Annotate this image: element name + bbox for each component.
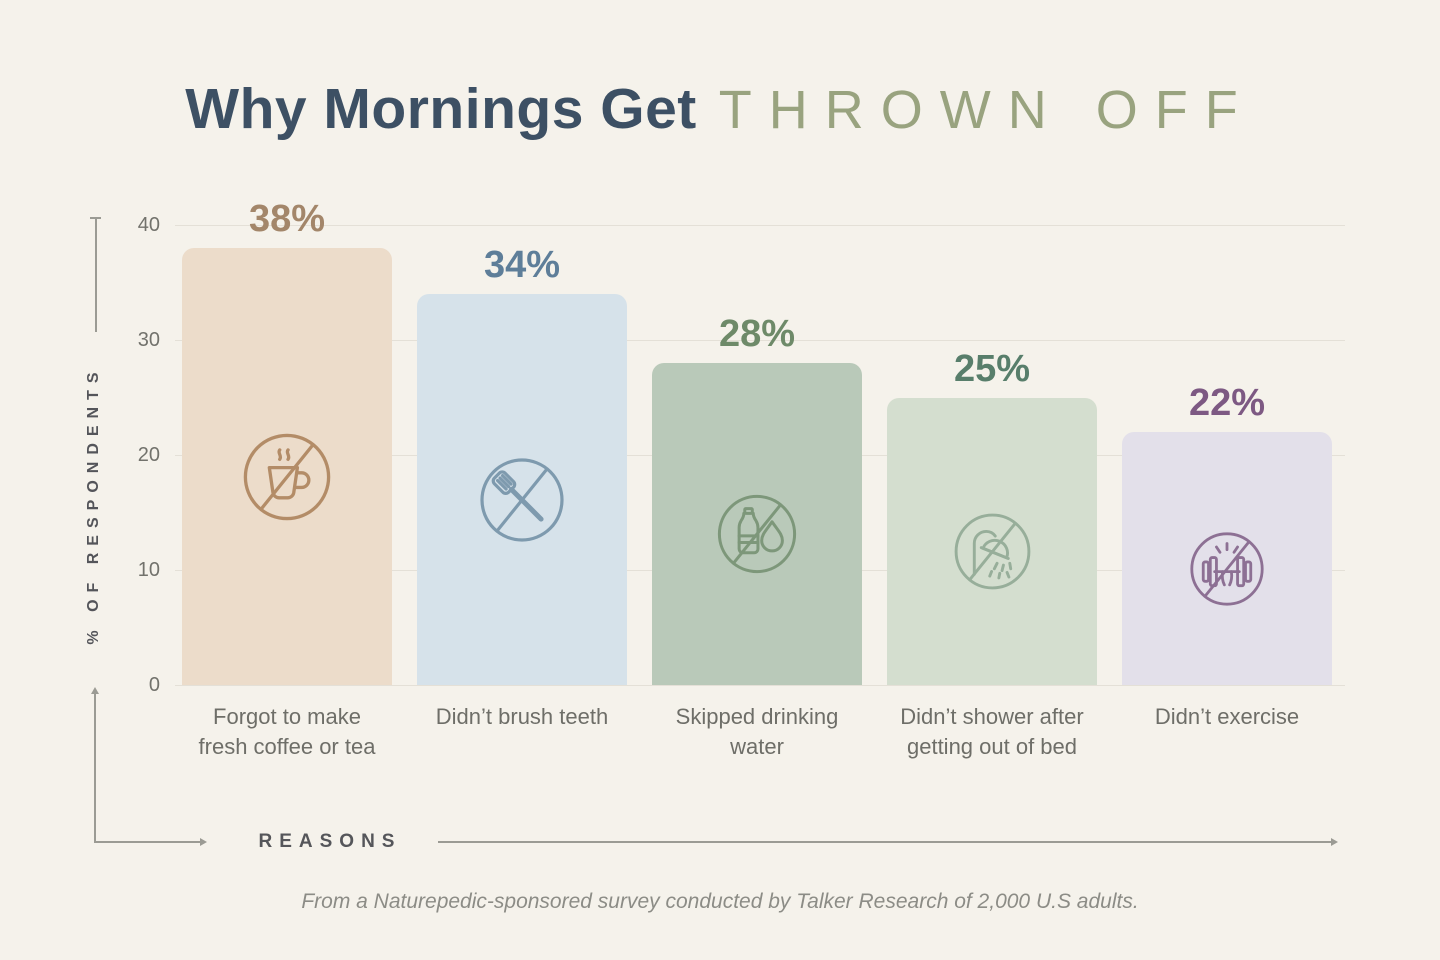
x-axis-hline-left xyxy=(94,841,202,843)
no-exercise-icon xyxy=(1190,531,1264,606)
y-tick-10: 10 xyxy=(137,559,160,581)
y-tick-40: 40 xyxy=(137,214,160,236)
value-label-teeth: 34% xyxy=(483,244,561,286)
category-label-teeth: Didn’t brush teeth xyxy=(435,704,609,729)
no-coffee-icon xyxy=(243,433,331,520)
title-secondary: THROWN OFF xyxy=(718,80,1255,140)
category-label-exercise: Didn’t exercise xyxy=(1154,704,1300,729)
title-primary: Why Mornings Get xyxy=(185,77,697,141)
source-note: From a Naturepedic-sponsored survey cond… xyxy=(301,890,1139,913)
value-label-coffee: 38% xyxy=(248,198,326,240)
y-tick-0: 0 xyxy=(148,674,160,696)
no-water-icon xyxy=(717,494,797,574)
category-label-coffee: Forgot to make fresh coffee or tea xyxy=(198,704,376,759)
value-label-shower: 25% xyxy=(953,347,1031,390)
bar-teeth xyxy=(417,294,627,685)
category-label-water: Skipped drinking water xyxy=(675,704,839,759)
y-tick-20: 20 xyxy=(137,444,160,466)
value-label-exercise: 22% xyxy=(1188,382,1266,424)
bar-coffee xyxy=(182,248,392,685)
y-axis-label: % OF RESPONDENTS xyxy=(85,365,102,645)
x-axis-label: REASONS xyxy=(258,831,402,852)
x-axis-arrow-mid xyxy=(200,838,207,846)
category-label-shower: Didn’t shower after getting out of bed xyxy=(900,704,1084,759)
page-title: Why Mornings Get THROWN OFF xyxy=(0,76,1440,142)
x-axis-arrow-end xyxy=(1331,838,1338,846)
y-tick-30: 30 xyxy=(137,329,160,351)
bar-water xyxy=(652,363,862,685)
gridline-30 xyxy=(175,340,1345,341)
bar-exercise xyxy=(1122,432,1332,685)
gridline-0 xyxy=(175,685,1345,686)
x-axis-vline xyxy=(94,692,96,842)
y-axis-line-cap xyxy=(90,217,101,219)
bar-shower xyxy=(887,397,1097,685)
x-axis-arrow-up xyxy=(91,687,99,694)
no-toothbrush-icon xyxy=(480,457,564,542)
y-axis-line xyxy=(95,218,97,332)
gridline-40 xyxy=(175,225,1345,226)
x-axis-hline-right xyxy=(438,841,1333,843)
no-shower-icon xyxy=(954,513,1030,590)
value-label-water: 28% xyxy=(718,313,796,355)
